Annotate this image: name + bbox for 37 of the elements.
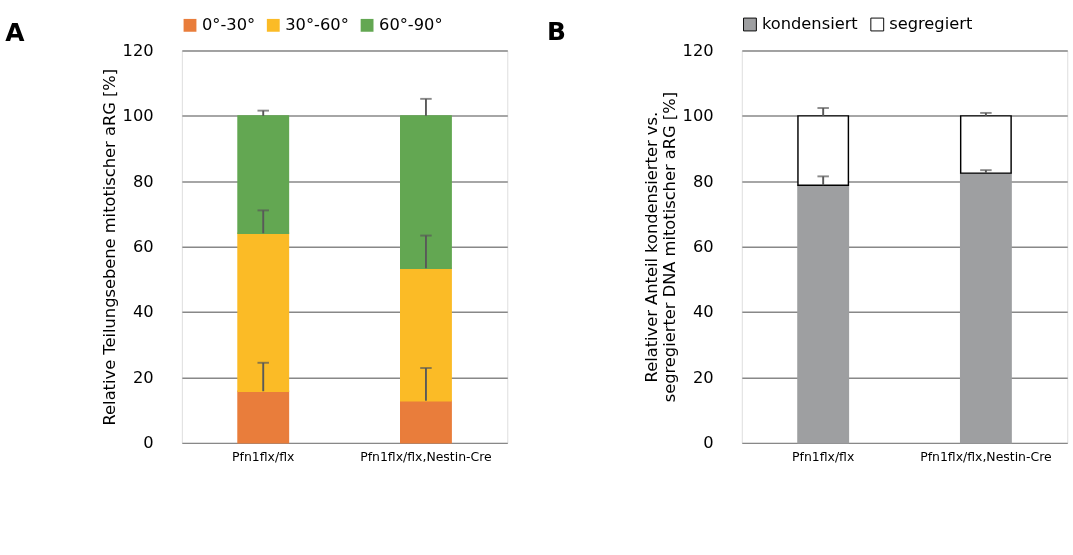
y-axis-title: Relative Teilungsebene mitotischer aRG [%] xyxy=(99,68,119,426)
legend-label: segregiert xyxy=(889,14,973,34)
bar xyxy=(400,267,452,402)
bar xyxy=(400,115,452,269)
legend-label: 60°-90° xyxy=(379,15,443,35)
chart-title: A xyxy=(5,17,26,47)
y-tick-label: 100 xyxy=(682,106,714,126)
bar xyxy=(237,390,290,444)
y-tick-label: 20 xyxy=(692,367,714,387)
y-tick-label: 80 xyxy=(692,171,714,191)
legend-label: 0°-30° xyxy=(201,15,256,35)
y-tick-label: 40 xyxy=(692,302,714,322)
y-tick-label: 40 xyxy=(132,302,154,322)
x-tick-label: Pfn1flx/flx,Nestin-Cre xyxy=(920,448,1052,464)
y-tick-label: 0 xyxy=(143,433,154,453)
y-tick-label: 20 xyxy=(132,367,154,387)
legend-label: 30°-60° xyxy=(285,15,349,35)
bar xyxy=(797,184,850,444)
y-tick-label: 0 xyxy=(703,433,714,453)
bar xyxy=(237,115,290,234)
y-tick-label: 100 xyxy=(122,106,154,126)
bar xyxy=(797,115,850,186)
x-tick-label: Pfn1flx/flx xyxy=(232,448,295,464)
y-tick-label: 80 xyxy=(132,171,154,191)
bar xyxy=(959,172,1012,444)
y-tick-label: 120 xyxy=(122,40,154,60)
y-tick-label: 60 xyxy=(692,236,714,256)
y-tick-label: 120 xyxy=(682,40,714,60)
chart-title: B xyxy=(547,16,567,46)
bar xyxy=(237,232,290,392)
legend-label: kondensiert xyxy=(761,14,858,34)
x-tick-label: Pfn1flx/flx,Nestin-Cre xyxy=(360,448,492,464)
bar xyxy=(400,399,452,444)
x-tick-label: Pfn1flx/flx xyxy=(792,448,855,464)
y-axis-title: Relativer Anteil kondensierter vs. segregierter DNA mitotischer aRG [%] xyxy=(641,92,679,403)
y-tick-label: 60 xyxy=(132,236,154,256)
bar xyxy=(959,115,1012,174)
